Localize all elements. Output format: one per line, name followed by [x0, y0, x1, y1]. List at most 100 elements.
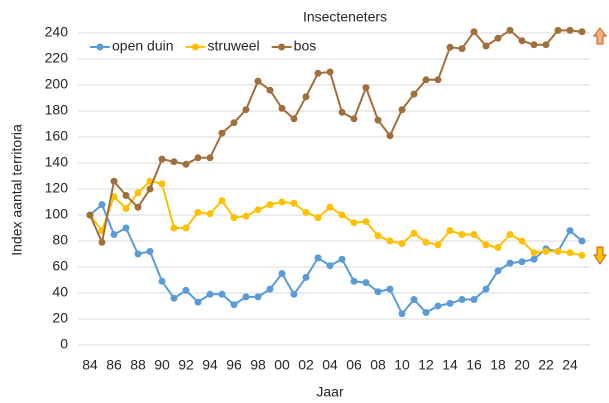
data-point — [422, 238, 430, 246]
up-arrow-icon — [593, 27, 607, 45]
data-point — [350, 115, 358, 123]
x-tick-label: 86 — [106, 357, 122, 373]
data-point — [266, 86, 274, 94]
data-point — [470, 231, 478, 238]
data-point — [494, 34, 502, 42]
legend-marker — [96, 43, 104, 51]
data-point — [110, 177, 118, 185]
data-point — [458, 231, 466, 238]
data-point — [122, 205, 130, 212]
legend-marker — [192, 43, 200, 51]
data-point — [218, 290, 226, 298]
y-tick-label: 180 — [45, 102, 69, 118]
x-axis-label: Jaar — [316, 384, 344, 400]
data-point — [314, 69, 322, 77]
data-point — [302, 93, 310, 101]
data-point — [122, 192, 130, 199]
y-tick-label: 220 — [45, 50, 69, 66]
data-point — [458, 296, 466, 303]
data-point — [374, 116, 382, 124]
data-point — [410, 296, 418, 303]
x-tick-label: 22 — [538, 357, 554, 373]
legend-label: bos — [294, 38, 317, 54]
x-tick-label: 06 — [346, 357, 362, 373]
data-point — [242, 106, 250, 114]
data-point — [542, 41, 550, 49]
y-axis-label: Index aantal territoria — [9, 124, 25, 256]
data-point — [290, 115, 298, 123]
x-tick-label: 16 — [466, 357, 482, 373]
data-point — [506, 231, 514, 238]
data-point — [518, 37, 526, 45]
data-point — [482, 241, 490, 249]
x-tick-label: 88 — [130, 357, 146, 373]
data-point — [578, 28, 586, 36]
data-point — [170, 294, 178, 302]
data-point — [314, 254, 322, 262]
legend-label: struweel — [208, 38, 260, 54]
data-point — [422, 76, 430, 84]
x-tick-label: 94 — [202, 357, 218, 373]
x-tick-label: 92 — [178, 357, 194, 373]
data-point — [578, 237, 586, 245]
data-point — [518, 258, 526, 266]
data-point — [470, 28, 478, 36]
data-point — [494, 244, 502, 251]
data-point — [206, 154, 214, 162]
series-line — [89, 202, 583, 316]
y-tick-label: 200 — [45, 76, 69, 92]
down-arrow-icon — [593, 246, 607, 265]
data-point — [86, 211, 94, 219]
data-point — [326, 203, 334, 211]
data-point — [98, 201, 106, 209]
data-point — [386, 237, 394, 245]
data-point — [482, 42, 490, 50]
data-point — [470, 296, 478, 303]
data-point — [350, 277, 358, 285]
data-point — [134, 189, 142, 197]
x-tick-label: 24 — [562, 357, 578, 373]
y-tick-label: 0 — [60, 336, 68, 352]
data-point — [134, 203, 142, 211]
data-point — [266, 201, 274, 209]
data-point — [158, 277, 166, 285]
data-point — [398, 106, 406, 114]
data-point — [326, 262, 334, 270]
data-point — [242, 212, 250, 220]
data-point — [182, 160, 190, 168]
legend-marker — [278, 43, 286, 51]
x-tick-label: 90 — [154, 357, 170, 373]
data-point — [458, 45, 466, 53]
data-point — [182, 286, 190, 294]
y-tick-label: 80 — [52, 232, 68, 248]
x-tick-label: 04 — [322, 357, 338, 373]
data-point — [170, 158, 178, 166]
data-point — [110, 231, 118, 238]
data-point — [194, 298, 202, 306]
data-point — [122, 224, 130, 232]
legend-label: open duin — [112, 38, 174, 54]
data-point — [218, 129, 226, 137]
data-point — [254, 206, 262, 214]
data-point — [158, 155, 166, 163]
data-point — [206, 210, 214, 218]
data-point — [230, 119, 238, 127]
data-point — [362, 218, 370, 225]
data-point — [398, 240, 406, 248]
data-point — [398, 310, 406, 318]
data-point — [530, 255, 538, 263]
data-point — [254, 77, 262, 85]
y-tick-label: 40 — [52, 284, 68, 300]
series-line — [89, 180, 583, 257]
data-point — [302, 273, 310, 281]
data-point — [362, 84, 370, 92]
x-tick-label: 20 — [514, 357, 530, 373]
data-point — [338, 108, 346, 116]
data-point — [302, 208, 310, 216]
data-point — [290, 199, 298, 207]
data-point — [146, 185, 154, 193]
data-point — [374, 232, 382, 240]
x-tick-label: 14 — [442, 357, 458, 373]
data-point — [362, 279, 370, 287]
